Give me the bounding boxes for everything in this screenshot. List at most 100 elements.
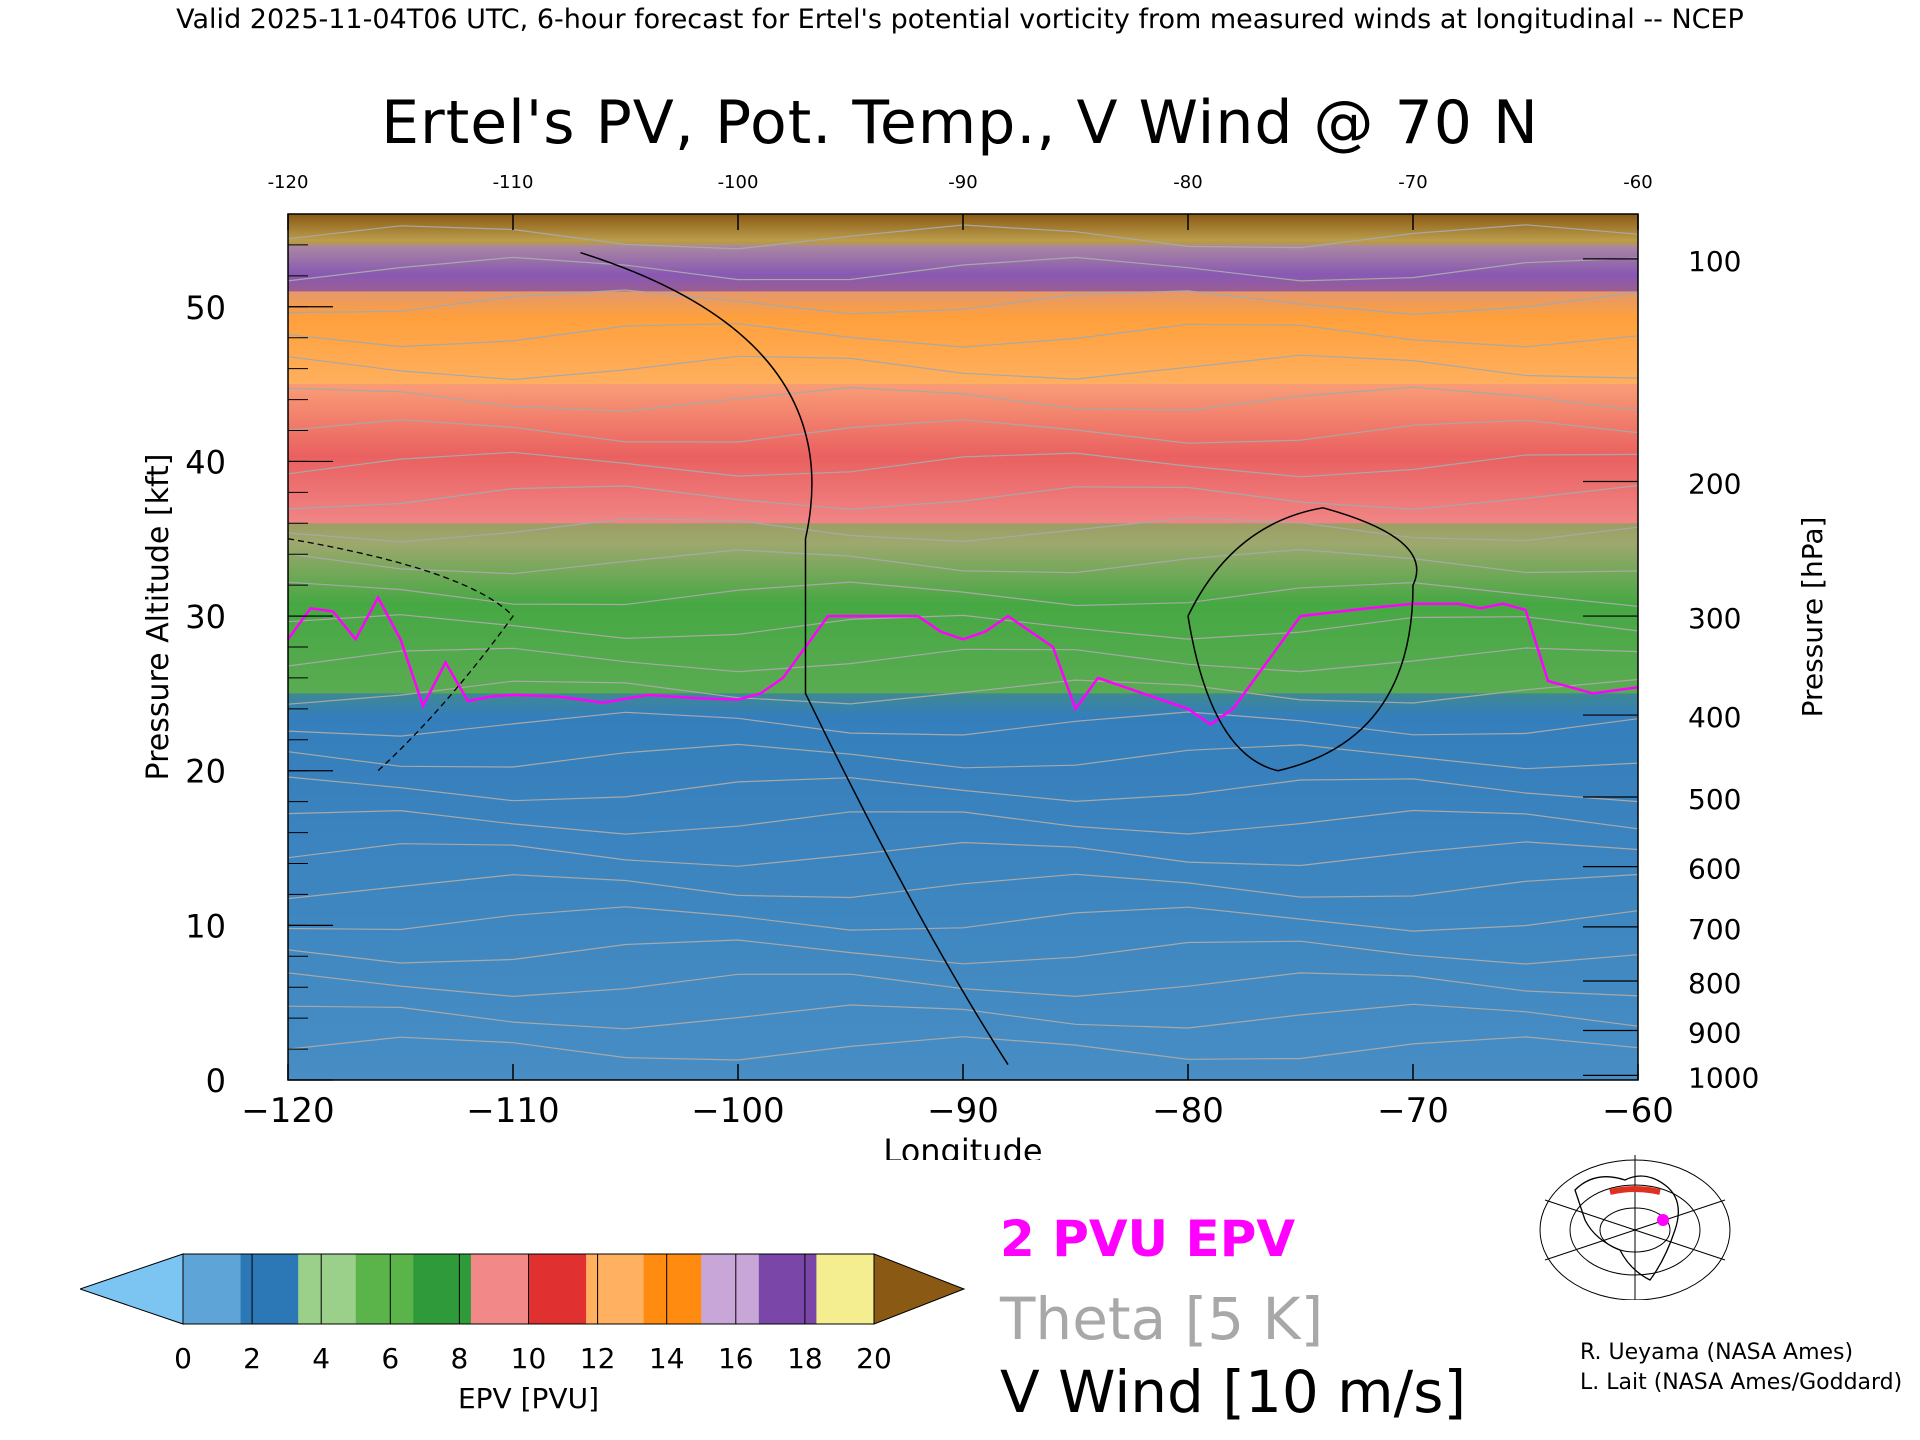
theta-contour (288, 776, 1638, 803)
colorbar-tick-label: 12 (580, 1342, 616, 1375)
x-tick-label: −70 (1377, 1091, 1449, 1131)
y-tick-label: 0 (206, 1062, 226, 1100)
y-axis-label: Pressure Altitude [kft] (141, 454, 176, 781)
colorbar-tick-label: 16 (718, 1342, 754, 1375)
theta-contour (288, 256, 1638, 282)
theta-contour (288, 678, 1638, 705)
wind-contour (287, 538, 514, 772)
theta-contour (288, 906, 1638, 932)
colorbar: 0 2 4 6 8 10 12 14 16 18 20 EPV [PVU] (80, 1253, 966, 1415)
colorbar-tick-label: 2 (243, 1342, 261, 1375)
colorbar-tick-label: 6 (381, 1342, 399, 1375)
epv-band (288, 291, 1638, 385)
theta-contour (288, 809, 1638, 835)
theta-contour (288, 972, 1638, 998)
theta-contour (288, 419, 1638, 444)
y-tick-label: 50 (185, 289, 226, 327)
legend-theta: Theta [5 K] (1000, 1285, 1324, 1353)
wind-contour (580, 251, 1009, 1065)
x-top-tick-label: -110 (493, 172, 534, 193)
colorbar-segment (758, 1254, 817, 1324)
y-tick-label: 20 (185, 753, 226, 791)
colorbar-segment (470, 1254, 529, 1324)
x-top-tick-label: -70 (1398, 172, 1427, 193)
colorbar-tick-label: 14 (649, 1342, 685, 1375)
theta-contour (288, 548, 1638, 575)
theta-contour (288, 517, 1638, 543)
theta-contour (288, 1003, 1638, 1030)
x-tick-label: −60 (1602, 1091, 1674, 1131)
colorbar-label: EPV [PVU] (458, 1382, 599, 1415)
x-top-tick-label: -80 (1173, 172, 1202, 193)
colorbar-segment (816, 1254, 875, 1324)
legend-2pvu: 2 PVU EPV (1000, 1210, 1296, 1268)
colorbar-segment (183, 1254, 242, 1324)
theta-contour (288, 451, 1638, 478)
theta-contour (288, 484, 1638, 510)
wind-contour (1187, 507, 1418, 772)
x-tick-label: −80 (1152, 1091, 1224, 1131)
epv-band (288, 523, 1638, 694)
colorbar-tick-label: 20 (856, 1342, 892, 1375)
chart-svg: −120 -120 −110 -110 −100 -100 −90 -90 −80 -80 −70 -… (141, 172, 1829, 1160)
theta-contour (288, 873, 1638, 900)
pressure-tick-label: 700 (1688, 913, 1741, 946)
colorbar-segment (586, 1254, 645, 1324)
credit-line-2: L. Lait (NASA Ames/Goddard) (1580, 1370, 1903, 1395)
pressure-tick-label: 800 (1688, 967, 1741, 1000)
colorbar-segment (355, 1254, 414, 1324)
colorbar-overflow (873, 1253, 966, 1325)
epv-band (288, 244, 1638, 292)
location-map-icon (1539, 1155, 1731, 1300)
x-top-tick-label: -60 (1623, 172, 1652, 193)
colorbar-segment (528, 1254, 587, 1324)
x-top-tick-label: -120 (268, 172, 309, 193)
legend-vwind: V Wind [10 m/s] (1000, 1358, 1467, 1426)
y2-axis-label: Pressure [hPa] (1796, 517, 1829, 718)
theta-contour (288, 323, 1638, 348)
theta-contour (288, 614, 1638, 640)
theta-contour (288, 939, 1638, 965)
colorbar-tick-label: 10 (511, 1342, 547, 1375)
header-text: Valid 2025-11-04T06 UTC, 6-hour forecast… (176, 4, 1744, 35)
theta-contour (288, 289, 1638, 316)
theta-contour (288, 386, 1638, 412)
epv-band (288, 384, 1638, 524)
theta-contour (288, 1036, 1638, 1061)
x-tick-label: −100 (691, 1091, 784, 1131)
pressure-tick-label: 900 (1688, 1017, 1741, 1050)
theta-contour (288, 647, 1638, 673)
x-tick-label: −110 (466, 1091, 559, 1131)
x-axis-label: Longitude (883, 1132, 1042, 1160)
theta-contour (288, 354, 1638, 381)
colorbar-segment (701, 1254, 760, 1324)
x-top-tick-label: -90 (948, 172, 977, 193)
pressure-tick-label: 200 (1688, 468, 1741, 501)
chart-title: Ertel's PV, Pot. Temp., V Wind @ 70 N (381, 88, 1539, 158)
colorbar-underflow (80, 1253, 184, 1325)
colorbar-segment (413, 1254, 472, 1324)
pressure-tick-label: 600 (1688, 853, 1741, 886)
pressure-tick-label: 100 (1688, 245, 1741, 278)
colorbar-tick-label: 4 (312, 1342, 330, 1375)
theta-contour (288, 581, 1638, 607)
pressure-tick-label: 300 (1688, 602, 1741, 635)
x-tick-label: −120 (241, 1091, 334, 1131)
colorbar-segment (643, 1254, 702, 1324)
colorbar-tick-label: 8 (450, 1342, 468, 1375)
x-tick-label: −90 (927, 1091, 999, 1131)
theta-contour (288, 743, 1638, 770)
pressure-tick-label: 1000 (1688, 1061, 1759, 1094)
colorbar-segment (298, 1254, 357, 1324)
y-tick-label: 30 (185, 598, 226, 636)
theta-contour (288, 841, 1638, 867)
theta-contour (288, 711, 1638, 737)
x-top-tick-label: -100 (718, 172, 759, 193)
y-tick-label: 10 (185, 907, 226, 945)
colorbar-tick-label: 18 (787, 1342, 823, 1375)
epv-band (288, 693, 1638, 1080)
y-tick-label: 40 (185, 443, 226, 481)
credit-line-1: R. Ueyama (NASA Ames) (1580, 1340, 1854, 1365)
pressure-tick-label: 500 (1688, 783, 1741, 816)
colorbar-segment (240, 1254, 299, 1324)
